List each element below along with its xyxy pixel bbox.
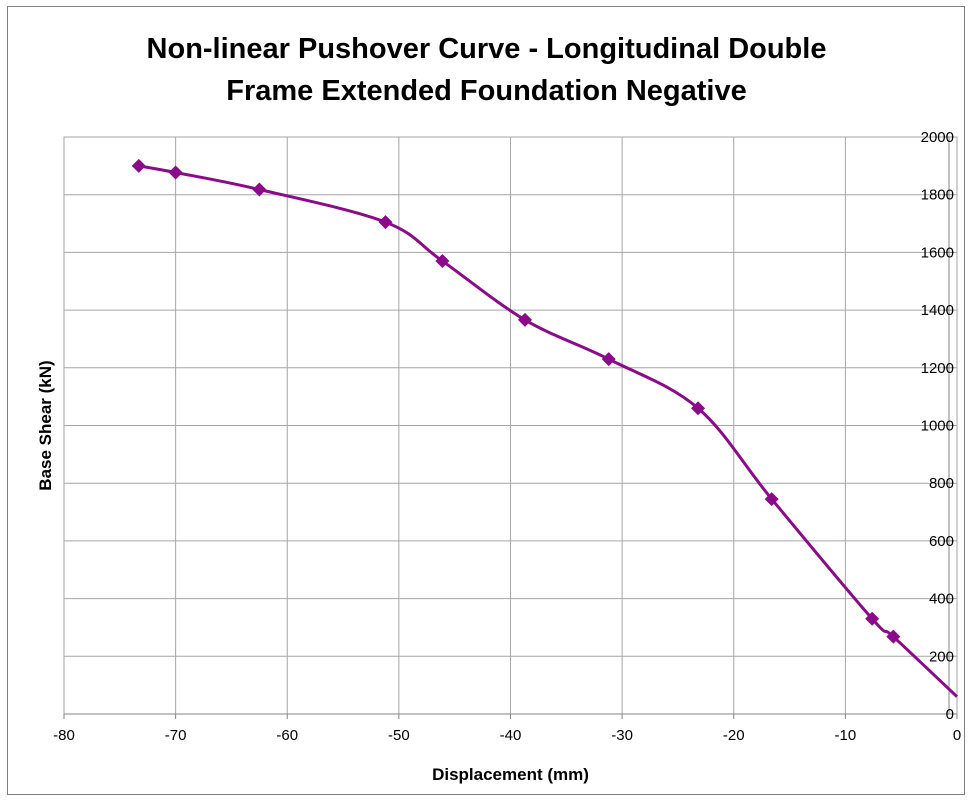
series-line: [138, 164, 959, 698]
series-layer: [131, 158, 959, 698]
data-point-marker: [168, 165, 183, 180]
data-point-marker: [378, 215, 393, 230]
x-tick-label: -40: [500, 727, 522, 744]
x-tick-label: -70: [165, 727, 187, 744]
data-point-marker: [764, 492, 779, 507]
y-tick-label: 400: [929, 591, 954, 608]
x-axis-title: Displacement (mm): [432, 765, 589, 784]
x-tick-label: -10: [835, 727, 857, 744]
data-point-marker: [435, 254, 450, 269]
x-tick-label: 0: [953, 727, 961, 744]
chart-title-line-1: Non-linear Pushover Curve - Longitudinal…: [146, 33, 827, 65]
data-point-marker: [518, 312, 533, 327]
y-tick-label: 0: [946, 706, 954, 723]
y-tick-label: 2000: [921, 129, 954, 146]
x-tick-label: -20: [723, 727, 745, 744]
data-point-marker: [886, 629, 901, 644]
y-tick-label: 1400: [921, 302, 954, 319]
y-tick-label: 1200: [921, 360, 954, 377]
y-tick-label: 600: [929, 533, 954, 550]
y-tick-label: 1800: [921, 187, 954, 204]
data-point-marker: [252, 182, 267, 197]
x-tick-label: -30: [611, 727, 633, 744]
chart-title-line-2: Frame Extended Foundation Negative: [226, 75, 747, 107]
data-point-marker: [601, 352, 616, 367]
gridlines: [63, 136, 958, 715]
x-tick-labels: -80 -70 -60 -50 -40 -30 -20 -10 0: [53, 727, 961, 744]
data-point-marker: [691, 401, 706, 416]
data-point-marker: [865, 611, 880, 626]
y-tick-label: 800: [929, 475, 954, 492]
data-point-marker: [131, 158, 146, 173]
chart-title: Non-linear Pushover Curve - Longitudinal…: [0, 28, 973, 112]
y-tick-label: 200: [929, 648, 954, 665]
y-axis-title: Base Shear (kN): [36, 360, 55, 490]
y-tick-label: 1600: [921, 244, 954, 261]
x-tick-label: -50: [388, 727, 410, 744]
y-tick-label: 1000: [921, 418, 954, 435]
axes: [63, 136, 958, 719]
y-tick-labels: 0 200 400 600 800 1000 1200 1400 1600 1800 2000: [921, 129, 954, 723]
x-tick-label: -80: [53, 727, 75, 744]
x-tick-label: -60: [276, 727, 298, 744]
